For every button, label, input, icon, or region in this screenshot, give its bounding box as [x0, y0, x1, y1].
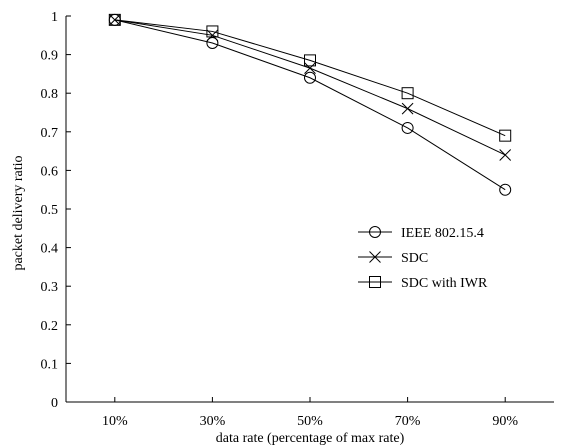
legend: IEEE 802.15.4 SDC SDC with IWR: [358, 226, 488, 291]
data-point-sdc: [206, 29, 219, 42]
y-tick-label: 0.8: [41, 87, 59, 102]
data-point-sdc-with-iwr: [499, 129, 512, 142]
data-point-sdc-with-iwr: [108, 13, 121, 26]
series-layer: [108, 13, 512, 196]
data-point-sdc-with-iwr: [206, 25, 219, 38]
y-axis-label: packet delivery ratio: [11, 155, 26, 270]
data-point-ieee-802-15-4: [206, 37, 219, 50]
data-point-sdc-with-iwr: [304, 54, 316, 67]
legend-marker: [369, 226, 381, 238]
legend-item-ieee-802-15-4: IEEE 802.15.4: [358, 226, 484, 241]
series-ieee-802-15-4: [108, 13, 512, 196]
legend-label: SDC: [401, 251, 428, 266]
series-sdc: [108, 14, 512, 161]
legend-item-sdc-with-iwr: SDC with IWR: [358, 276, 488, 291]
y-tick-label: 0.6: [41, 164, 59, 179]
x-stroke: [369, 251, 381, 263]
series-line-sdc: [114, 19, 506, 156]
x-stroke: [206, 29, 219, 42]
legend-marker: [369, 276, 381, 288]
y-tick-label: 0.9: [41, 49, 59, 64]
data-point-sdc-with-iwr: [401, 87, 414, 100]
series-line-ieee-802-15-4: [114, 19, 506, 191]
y-tick-label: 0.4: [41, 242, 59, 257]
legend-marker: [369, 251, 381, 263]
y-tick-label: 0.2: [41, 319, 59, 334]
x-tick-label: 50%: [297, 414, 323, 429]
y-tick-label: 0.7: [41, 126, 59, 141]
y-tick-label: 1: [51, 10, 58, 25]
y-tick-label: 0.5: [41, 203, 59, 218]
x-tick-label: 30%: [200, 414, 226, 429]
y-tick-label: 0.1: [41, 357, 59, 372]
data-point-sdc: [401, 102, 414, 115]
legend-label: IEEE 802.15.4: [401, 226, 484, 241]
data-point-ieee-802-15-4: [401, 121, 414, 134]
series-line-sdc-with-iwr: [114, 19, 506, 137]
x-stroke: [401, 102, 414, 115]
x-stroke: [304, 62, 316, 74]
series-sdc-with-iwr: [108, 13, 512, 142]
x-tick-label: 70%: [395, 414, 421, 429]
x-stroke: [499, 149, 512, 161]
legend-item-sdc: SDC: [358, 251, 428, 266]
data-point-sdc: [304, 62, 316, 74]
x-axis-label: data rate (percentage of max rate): [216, 431, 405, 446]
y-tick-label: 0: [51, 396, 58, 411]
axes: 0 0.1 0.2 0.3 0.4 0.5 0.6 0.7 0.8 0.9 1 10% 30% 50% 70…: [41, 10, 554, 429]
y-tick-label: 0.3: [41, 280, 59, 295]
data-point-ieee-802-15-4: [499, 183, 512, 196]
data-point-sdc: [499, 149, 512, 161]
x-tick-label: 90%: [492, 414, 518, 429]
x-tick-label: 10%: [102, 414, 128, 429]
legend-label: SDC with IWR: [401, 276, 488, 291]
data-point-ieee-802-15-4: [304, 71, 316, 84]
